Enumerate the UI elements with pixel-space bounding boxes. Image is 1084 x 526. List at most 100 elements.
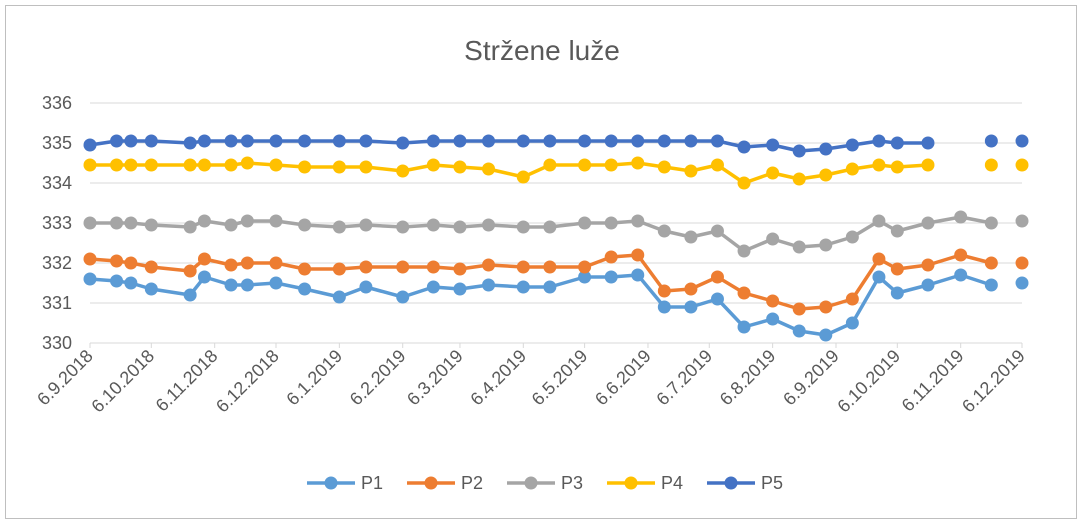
data-point [144, 282, 158, 296]
x-tick-label: 6.10.2019 [833, 346, 904, 417]
legend-item-p1: P1 [307, 473, 383, 493]
legend-label: P3 [561, 473, 583, 493]
data-point [766, 166, 780, 180]
data-point [224, 218, 238, 232]
data-point [737, 140, 751, 154]
series-p3 [83, 210, 1029, 258]
data-point [737, 244, 751, 258]
data-point [224, 134, 238, 148]
data-point [83, 158, 97, 172]
data-point [792, 144, 806, 158]
series-p5 [83, 134, 1029, 158]
data-point [1015, 276, 1029, 290]
data-point [657, 224, 671, 238]
data-point [396, 260, 410, 274]
data-point [578, 134, 592, 148]
data-point [332, 220, 346, 234]
data-point [845, 230, 859, 244]
x-tick-label: 6.2.2019 [346, 346, 410, 410]
series-p2 [83, 248, 1029, 316]
data-point [710, 292, 724, 306]
x-tick-label: 6.11.2018 [152, 346, 222, 416]
data-point [657, 160, 671, 174]
data-point [710, 224, 724, 238]
x-tick-label: 6.11.2019 [898, 346, 968, 416]
data-point [845, 162, 859, 176]
data-point [359, 260, 373, 274]
data-point [269, 158, 283, 172]
data-point [819, 168, 833, 182]
data-point [921, 278, 935, 292]
data-point [921, 136, 935, 150]
data-point [921, 258, 935, 272]
data-point [359, 160, 373, 174]
legend-item-p4: P4 [607, 473, 683, 493]
data-point [766, 138, 780, 152]
series-line [88, 215, 994, 253]
data-point [426, 260, 440, 274]
data-point [83, 272, 97, 286]
data-point [332, 262, 346, 276]
data-point [845, 292, 859, 306]
data-point [144, 218, 158, 232]
data-point [543, 280, 557, 294]
data-point [269, 256, 283, 270]
data-point [890, 160, 904, 174]
data-point [426, 158, 440, 172]
data-point [604, 270, 618, 284]
data-point [359, 280, 373, 294]
data-point [954, 268, 968, 282]
data-point [240, 278, 254, 292]
legend-marker [624, 476, 638, 490]
data-point [482, 258, 496, 272]
data-point [240, 156, 254, 170]
data-point [183, 136, 197, 150]
data-point [83, 252, 97, 266]
data-point [792, 172, 806, 186]
data-point [124, 134, 138, 148]
data-point [332, 134, 346, 148]
data-point [298, 282, 312, 296]
data-point [197, 252, 211, 266]
data-point [1015, 158, 1029, 172]
data-point [240, 214, 254, 228]
y-axis: 330 331 332 333 334 335 336 [42, 93, 72, 353]
y-tick-label: 333 [42, 213, 72, 233]
data-point [124, 256, 138, 270]
data-point [1015, 134, 1029, 148]
data-point [578, 216, 592, 230]
data-point [890, 286, 904, 300]
x-tick-label: 6.8.2019 [716, 346, 780, 410]
data-point [453, 160, 467, 174]
data-point [984, 134, 998, 148]
legend-marker [424, 476, 438, 490]
data-point [631, 268, 645, 282]
data-point [359, 218, 373, 232]
legend-label: P2 [461, 473, 483, 493]
data-point [269, 276, 283, 290]
data-point [516, 220, 530, 234]
data-point [631, 134, 645, 148]
data-point [516, 134, 530, 148]
chart-title: Stržene luže [464, 35, 620, 66]
y-tick-label: 336 [42, 93, 72, 113]
data-point [890, 136, 904, 150]
data-point [83, 138, 97, 152]
data-point [224, 258, 238, 272]
data-point [110, 254, 124, 268]
x-tick-label: 6.4.2019 [466, 346, 530, 410]
data-point [710, 158, 724, 172]
series-p1 [83, 268, 1029, 342]
x-tick-label: 6.5.2019 [528, 346, 592, 410]
data-point [144, 158, 158, 172]
data-point [426, 280, 440, 294]
data-point [1015, 214, 1029, 228]
x-tick-label: 6.12.2018 [212, 346, 283, 417]
data-point [516, 260, 530, 274]
data-point [197, 214, 211, 228]
series-line [88, 253, 994, 311]
data-point [921, 158, 935, 172]
data-point [631, 156, 645, 170]
data-point [578, 270, 592, 284]
